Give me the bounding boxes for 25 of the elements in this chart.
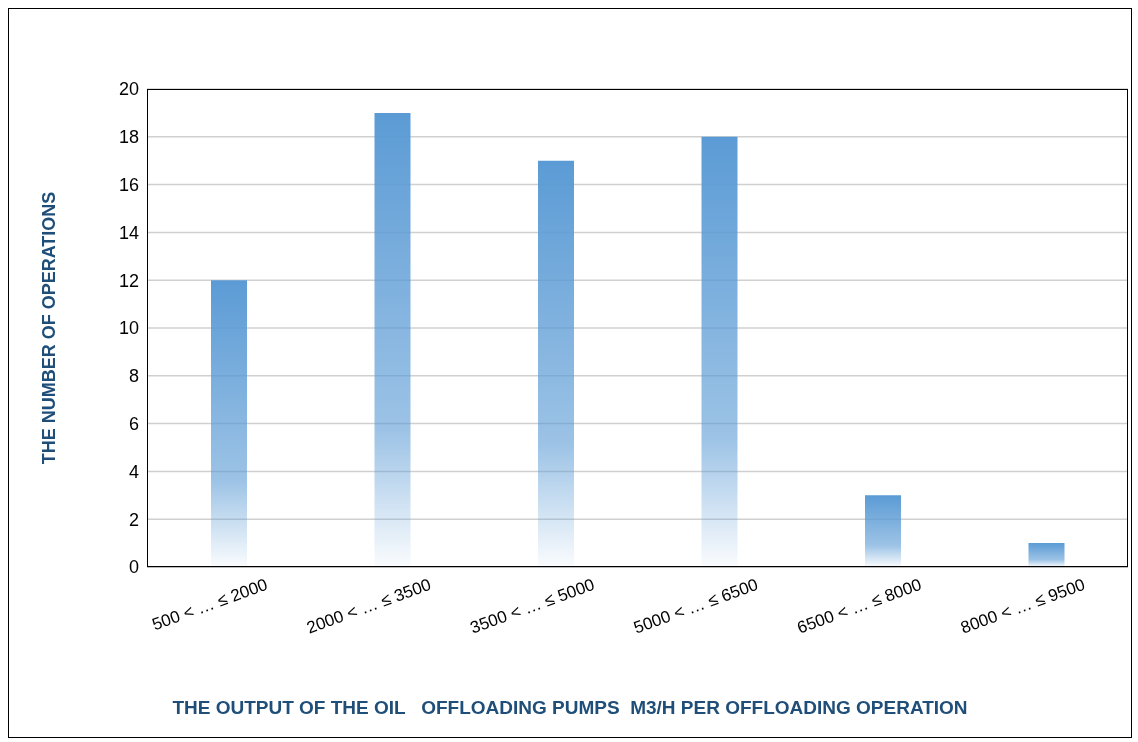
y-tick-label: 12 [118,270,139,291]
bar [374,112,411,567]
y-tick-label: 10 [118,318,139,339]
y-tick-label: 4 [128,461,139,482]
bar [538,160,574,567]
y-tick-label: 20 [118,79,139,100]
y-tick-label: 8 [128,366,139,387]
x-tick-label: 5000 < … ≤ 6500 [631,574,761,638]
x-axis-title: THE OUTPUT OF THE OIL OFFLOADING PUMPS M3/H PER OFFLOADING OPERATION [171,697,969,719]
y-axis-title: THE NUMBER OF OPERATIONS [39,191,60,465]
bar [701,136,738,567]
y-tick-label: 14 [118,222,139,243]
x-tick-label: 3500 < … ≤ 5000 [467,574,598,638]
y-tick-label: 6 [128,413,139,434]
y-tick-label: 2 [128,509,139,530]
x-tick-label: 500 < … ≤ 2000 [149,574,271,635]
x-tick-label: 6500 < … ≤ 8000 [794,574,925,638]
bar [865,495,901,567]
y-tick-label: 18 [118,127,139,148]
y-tick-label: 0 [128,557,139,578]
y-tick-label: 16 [118,174,139,195]
x-tick-label: 8000 < … ≤ 9500 [958,574,1088,638]
bar [211,280,247,567]
x-tick-label: 2000 < … ≤ 3500 [304,574,434,638]
bar [1028,543,1065,567]
